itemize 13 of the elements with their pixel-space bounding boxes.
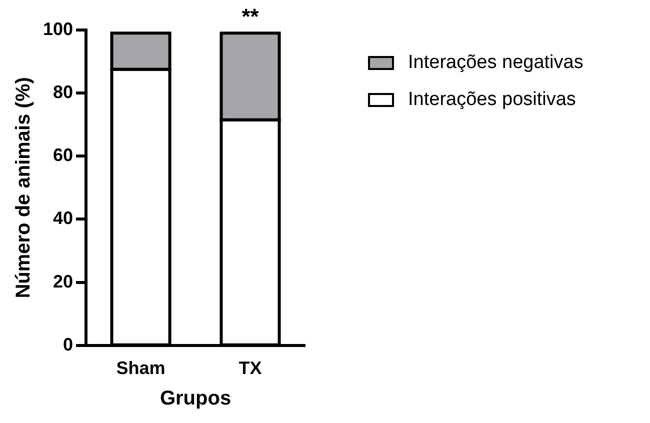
- y-tick-label: 100: [42, 18, 74, 39]
- y-axis-title: Número de animais (%): [12, 77, 35, 298]
- y-tick-label: 40: [53, 208, 74, 228]
- text: Interações positivas: [408, 88, 576, 110]
- x-tick-label: TX: [238, 358, 262, 378]
- annotation: **: [242, 4, 260, 30]
- y-tick-label: 80: [53, 82, 74, 102]
- x-axis-title: Grupos: [160, 388, 232, 410]
- y-tick-label: 60: [53, 145, 74, 166]
- x-tick-label: Sham: [116, 358, 166, 378]
- legend-label: Interações negativas: [408, 52, 584, 74]
- y-tick-label: 20: [53, 271, 74, 292]
- y-tick-label: 0: [63, 334, 74, 354]
